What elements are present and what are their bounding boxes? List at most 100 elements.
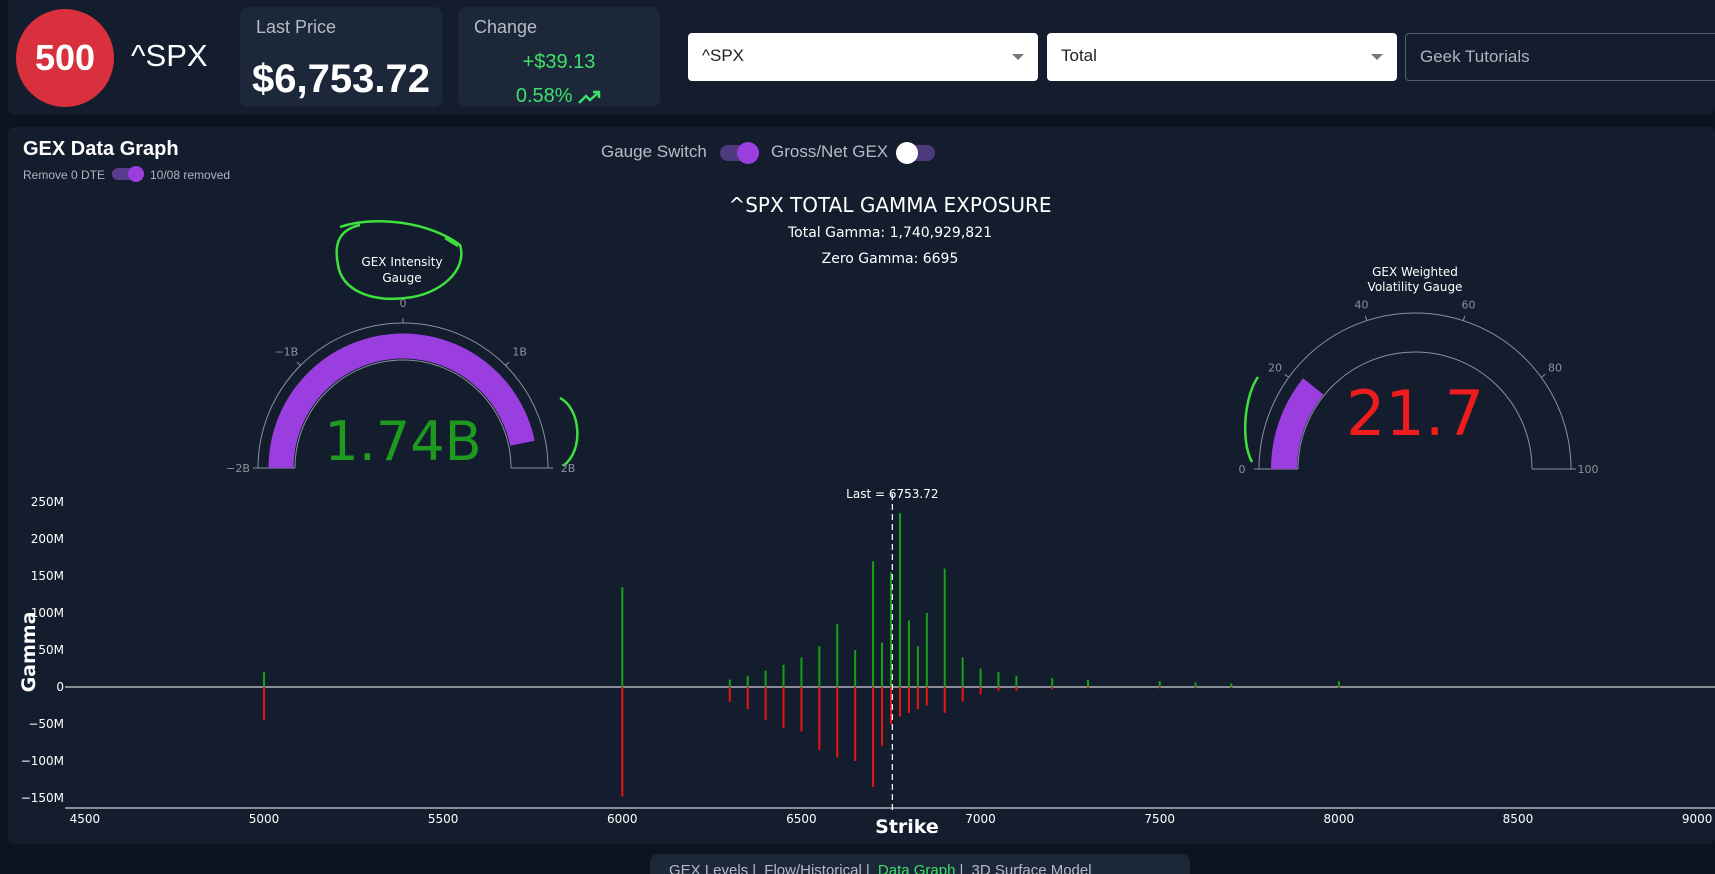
gex-type-select[interactable]: Total <box>1047 33 1397 81</box>
gauge-tick <box>1284 373 1290 378</box>
chevron-down-icon <box>1012 54 1024 60</box>
gamma-bar-negative <box>1158 687 1161 689</box>
gauge-tick-label: 0 <box>400 297 407 310</box>
intensity-gauge-arc: −2B −1B 0 1B 2B <box>226 297 575 475</box>
gamma-bar-negative <box>1194 687 1197 688</box>
total-gamma-text: Total Gamma: 1,740,929,821 <box>787 225 993 241</box>
gamma-bar-negative <box>979 687 982 695</box>
gamma-bar-negative <box>881 687 884 747</box>
gauge-switch-toggle[interactable] <box>720 142 759 164</box>
gamma-bar-positive <box>872 561 875 687</box>
y-tick-label: 250M <box>31 495 64 509</box>
hand-drawn-bracket-annotation <box>1243 376 1260 463</box>
change-pct: 0.58% <box>515 85 573 107</box>
remove-dte-toggle[interactable] <box>112 166 144 182</box>
nav-flow-historical[interactable]: Flow/Historical <box>764 862 862 874</box>
gex-type-select-value: Total <box>1061 46 1097 65</box>
gamma-bar-negative <box>1015 687 1018 691</box>
gauge-value-bar <box>1271 378 1324 470</box>
hand-drawn-bracket-annotation <box>559 396 579 468</box>
gauge-tick <box>1462 315 1466 321</box>
gamma-bar-positive <box>943 568 946 687</box>
nav-data-graph[interactable]: Data Graph <box>877 862 956 874</box>
last-price-label: Last = 6753.72 <box>846 487 938 501</box>
gamma-bar-positive <box>621 587 624 687</box>
x-tick-label: 9000 <box>1682 812 1713 826</box>
trend-up-icon <box>578 90 601 104</box>
gauge-tick-label: 60 <box>1461 298 1475 311</box>
vol-gauge-title-1: GEX Weighted <box>1372 265 1458 279</box>
nav-gex-levels[interactable]: GEX Levels <box>669 862 749 874</box>
gamma-bar-negative <box>1337 687 1340 688</box>
gamma-bar-positive <box>1337 681 1340 687</box>
gamma-bar-negative <box>872 687 875 787</box>
gamma-bar-negative <box>890 687 892 724</box>
removed-text: 10/08 removed <box>150 168 231 182</box>
y-tick-label: 200M <box>31 532 64 546</box>
gamma-bar-positive <box>881 642 884 687</box>
y-tick-label: 0 <box>56 680 64 694</box>
gamma-bar-positive <box>818 646 821 687</box>
tutorials-select[interactable]: Geek Tutorials <box>1405 33 1715 81</box>
x-tick-label: 4500 <box>70 812 101 826</box>
x-tick-label: 6500 <box>786 812 817 826</box>
y-tick-label: 150M <box>31 569 64 583</box>
gamma-bar-negative <box>746 687 749 710</box>
x-axis-title: Strike <box>875 816 939 838</box>
gamma-bar-negative <box>836 687 839 758</box>
intensity-gauge-title-2: Gauge <box>382 271 421 285</box>
change-pct-row: 0.58% <box>458 85 660 108</box>
gauge-tick-label: 40 <box>1355 298 1369 311</box>
gross-net-toggle[interactable] <box>896 142 935 164</box>
gauge-tick <box>505 361 510 366</box>
gamma-bar-negative <box>782 687 785 728</box>
intensity-gauge-value: 1.74B <box>324 410 481 473</box>
y-tick-label: −150M <box>21 791 64 805</box>
chart-title: ^SPX TOTAL GAMMA EXPOSURE <box>728 193 1052 217</box>
gamma-bar-positive <box>907 620 910 687</box>
y-tick-label: 100M <box>31 606 64 620</box>
gamma-bar-negative <box>263 687 266 721</box>
gamma-bar-positive <box>1087 679 1090 687</box>
gamma-bar-positive <box>836 624 839 687</box>
gamma-bar-positive <box>263 672 266 687</box>
x-tick-label: 6000 <box>607 812 638 826</box>
volatility-gauge: GEX Weighted Volatility Gauge 0 20 40 60 80 1… <box>1239 265 1599 476</box>
gauge-tick-label: 1B <box>512 345 527 358</box>
change-abs: +$39.13 <box>522 51 596 73</box>
x-tick-label: 8500 <box>1503 812 1534 826</box>
gamma-bar-positive <box>997 672 1000 687</box>
gamma-bar-negative <box>818 687 821 750</box>
gamma-bar-negative <box>728 687 731 702</box>
gross-net-label: Gross/Net GEX <box>771 142 889 161</box>
gamma-bar-negative <box>997 687 1000 691</box>
gamma-bar-negative <box>925 687 928 706</box>
gamma-bar-negative <box>764 687 767 721</box>
gamma-bar-negative <box>621 687 624 797</box>
nav-3d-surface[interactable]: 3D Surface Model <box>971 862 1092 874</box>
gamma-bar-positive <box>1158 681 1161 687</box>
gauge-tick-label: 100 <box>1578 463 1599 476</box>
gamma-bar-positive <box>1015 675 1018 687</box>
x-tick-label: 5500 <box>428 812 459 826</box>
gamma-bar-positive <box>1051 678 1054 687</box>
x-axis: 4500 5000 5500 6000 6500 7000 7500 8000 8500 9000 <box>65 807 1715 826</box>
last-price-value: $6,753.72 <box>252 57 430 101</box>
bars-group <box>263 513 1340 797</box>
y-tick-label: −100M <box>21 754 64 768</box>
gamma-bar-positive <box>890 572 892 687</box>
gamma-bar-positive <box>746 675 749 687</box>
change-label: Change <box>474 17 538 37</box>
brand-logo[interactable]: 500 <box>16 9 114 107</box>
intensity-gauge-title-1: GEX Intensity <box>361 255 442 269</box>
gamma-bar-negative <box>1051 687 1054 690</box>
gamma-bar-positive <box>854 650 857 687</box>
symbol-select[interactable]: ^SPX <box>688 33 1038 81</box>
gamma-bar-positive <box>800 657 803 687</box>
toggle-knob <box>896 142 918 164</box>
gamma-bar-negative <box>854 687 857 761</box>
y-axis: 250M 200M 150M 100M 50M 0 −50M −100M −150M <box>21 495 1715 805</box>
gauge-tick <box>1364 315 1368 321</box>
y-tick-label: −50M <box>28 717 64 731</box>
